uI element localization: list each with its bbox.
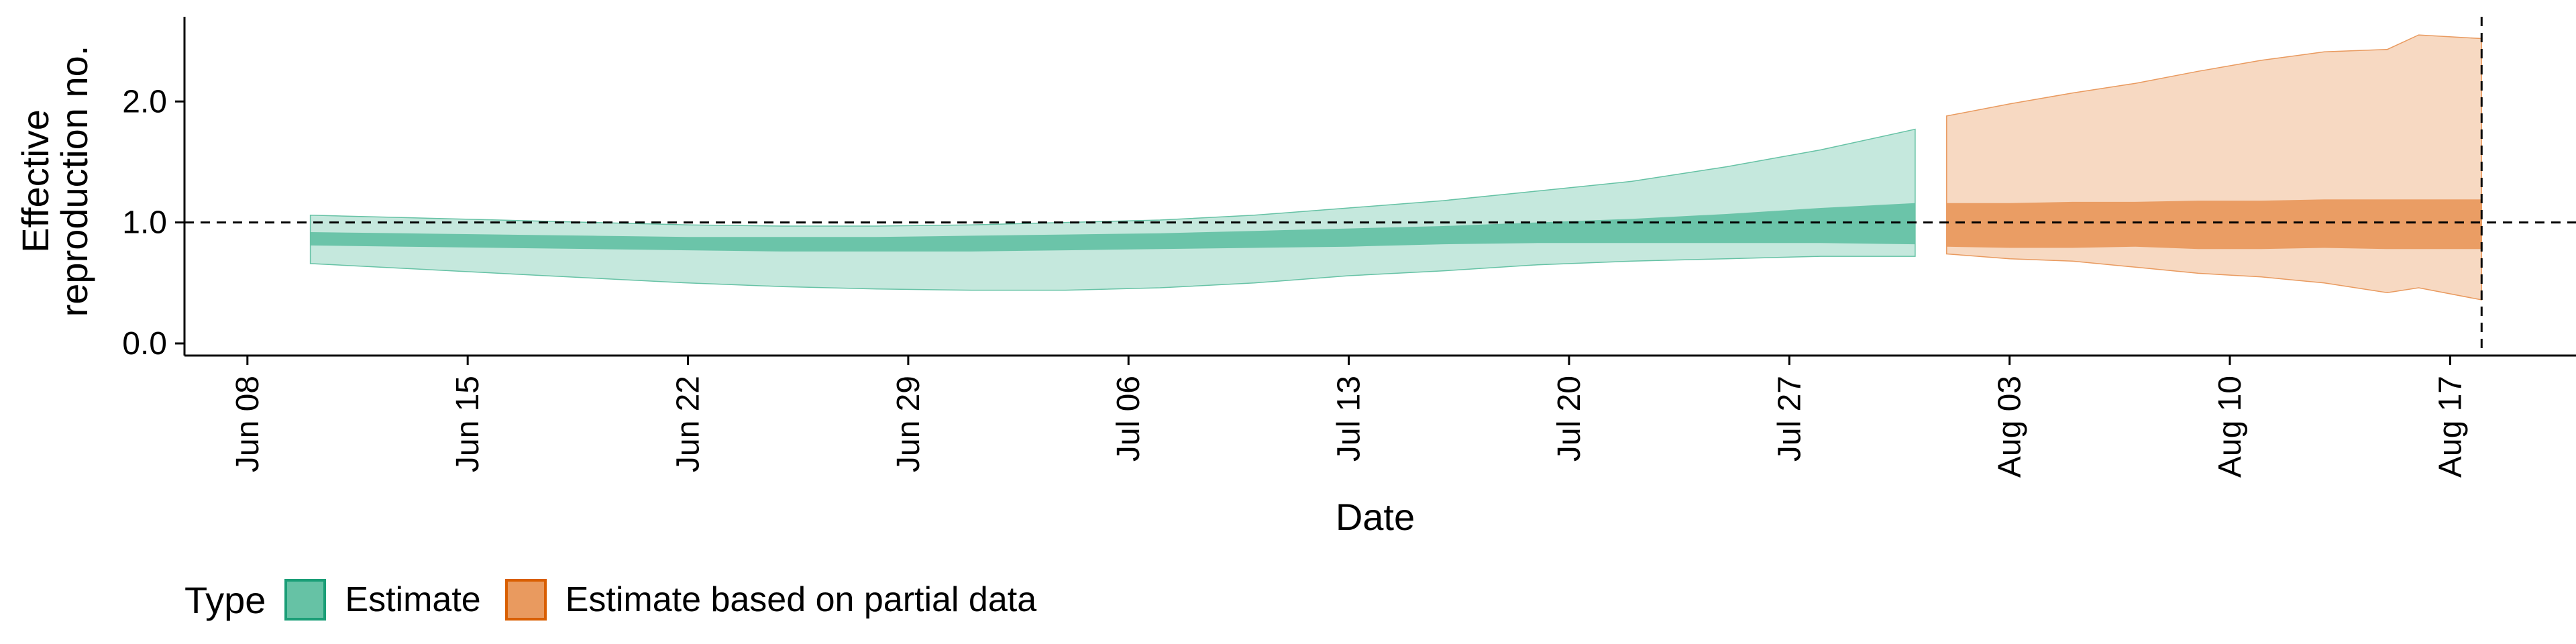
x-tick-label: Aug 17 bbox=[2432, 376, 2468, 478]
x-tick-label: Jul 13 bbox=[1332, 376, 1367, 462]
x-tick-label: Aug 03 bbox=[1992, 376, 2028, 478]
x-tick-label: Jul 06 bbox=[1111, 376, 1146, 462]
x-tick-label: Aug 10 bbox=[2212, 376, 2248, 478]
y-axis-title-line-2: reproduction no. bbox=[53, 46, 95, 317]
x-tick-label: Jun 15 bbox=[450, 376, 486, 472]
y-tick-label: 2.0 bbox=[122, 84, 167, 119]
legend-label-partial: Estimate based on partial data bbox=[565, 580, 1037, 619]
band-50-series-1 bbox=[1946, 199, 2482, 250]
axes bbox=[183, 17, 2576, 357]
legend-item-partial: Estimate based on partial data bbox=[504, 579, 1037, 621]
band-90-series-0 bbox=[309, 128, 1916, 291]
x-axis-title: Date bbox=[1336, 496, 1415, 538]
y-axis-title-line-1: Effective bbox=[14, 109, 56, 253]
x-tick-label: Jul 27 bbox=[1772, 376, 1807, 462]
reference-lines bbox=[184, 17, 2576, 356]
y-tick-label: 0.0 bbox=[122, 326, 167, 362]
legend-title: Type bbox=[184, 578, 266, 621]
legend-key-estimate bbox=[284, 579, 327, 621]
y-axis-title: Effective reproduction no. bbox=[14, 46, 95, 317]
band-50-series-0 bbox=[310, 203, 1915, 252]
band-90-series-1 bbox=[1946, 34, 2483, 301]
x-tick-label: Jul 20 bbox=[1552, 376, 1587, 462]
legend-key-partial bbox=[504, 579, 547, 621]
x-tick-label: Jun 29 bbox=[891, 376, 926, 472]
y-tick-label: 1.0 bbox=[122, 205, 167, 241]
chart-bands bbox=[309, 34, 2483, 301]
legend: Type Estimate Estimate based on partial … bbox=[184, 576, 1061, 624]
y-ticks: 0.0 1.0 2.0 bbox=[122, 84, 184, 362]
legend-item-estimate: Estimate bbox=[284, 579, 481, 621]
legend-label-estimate: Estimate bbox=[345, 580, 481, 619]
x-tick-label: Jun 22 bbox=[671, 376, 706, 472]
x-tick-label: Jun 08 bbox=[230, 376, 266, 472]
x-ticks: Jun 08 Jun 15 Jun 22 Jun 29 Jul 06 Jul 13 Jul … bbox=[230, 356, 2468, 478]
